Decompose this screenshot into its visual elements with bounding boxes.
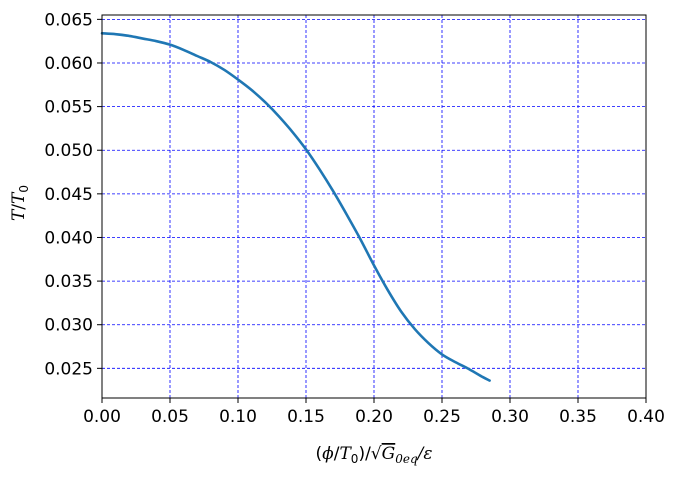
y-tick-label: 0.065 [44, 10, 93, 30]
y-tick-label: 0.060 [44, 54, 93, 74]
y-tick-label: 0.025 [44, 359, 93, 379]
y-tick-label: 0.035 [44, 272, 93, 292]
x-tick-label: 0.05 [151, 407, 189, 427]
x-axis: 0.00 0.05 0.10 0.15 0.20 0.25 0.30 0.35 0.40 [83, 398, 665, 427]
series-layer [100, 32, 491, 382]
y-tick-label: 0.045 [44, 185, 93, 205]
x-tick-label: 0.25 [423, 407, 461, 427]
x-tick-label: 0.20 [355, 407, 393, 427]
x-axis-label: (ϕ/T0)/√G0eq/ε [315, 444, 432, 466]
series-line-0 [100, 32, 491, 382]
x-tick-label: 0.35 [559, 407, 597, 427]
y-tick-label: 0.050 [44, 141, 93, 161]
x-tick-label: 0.30 [491, 407, 529, 427]
x-tick-label: 0.15 [287, 407, 325, 427]
x-tick-label: 0.00 [83, 407, 121, 427]
y-tick-label: 0.040 [44, 228, 93, 248]
y-axis: 0.025 0.030 0.035 0.040 0.045 0.050 0.055 0.060… [44, 10, 102, 379]
x-tick-label: 0.10 [219, 407, 257, 427]
x-tick-label: 0.40 [627, 407, 665, 427]
y-tick-label: 0.030 [44, 316, 93, 336]
grid [101, 15, 647, 398]
y-tick-label: 0.055 [44, 98, 93, 118]
y-axis-label: T/T0 [9, 185, 31, 221]
